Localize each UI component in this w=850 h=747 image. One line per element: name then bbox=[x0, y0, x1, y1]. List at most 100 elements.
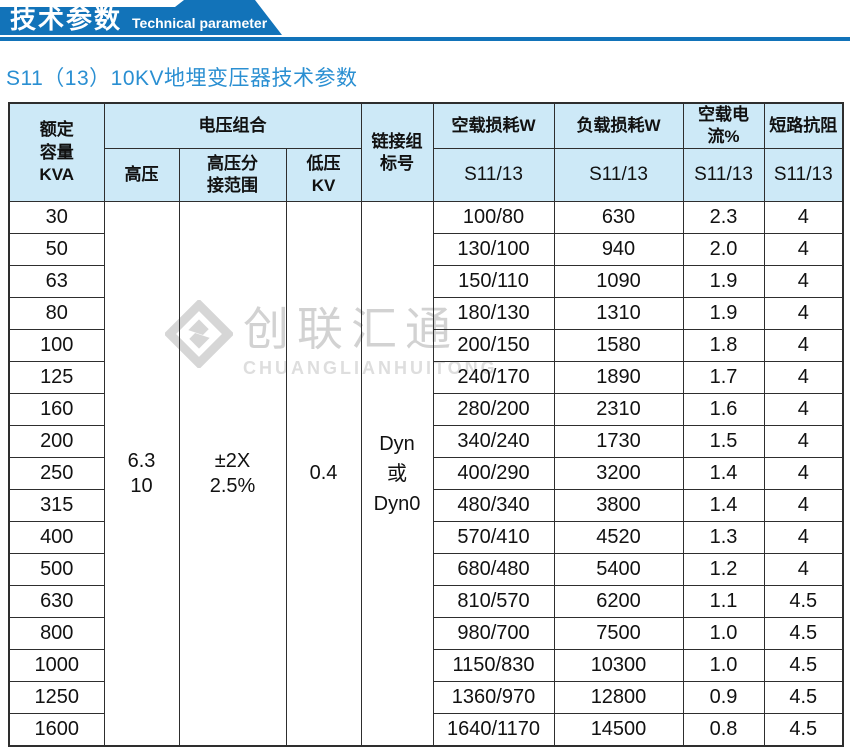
header-hv-tap-range: 高压分 接范围 bbox=[178, 148, 287, 203]
cell-load-loss: 7500 bbox=[553, 617, 684, 651]
cell-noload-loss: 130/100 bbox=[432, 233, 555, 267]
header-model-impedance: S11/13 bbox=[763, 148, 844, 203]
cell-load-loss: 1730 bbox=[553, 425, 684, 459]
cell-load-loss: 3800 bbox=[553, 489, 684, 523]
cell-rated-capacity: 80 bbox=[8, 297, 105, 331]
cell-rated-capacity: 160 bbox=[8, 393, 105, 427]
cell-noload-current: 0.8 bbox=[682, 713, 765, 747]
parameters-table: 额定 容量 KVA 电压组合 链接组 标号 空载损耗W 负载损耗W 空载电流% … bbox=[8, 102, 844, 747]
cell-impedance: 4 bbox=[763, 233, 844, 267]
cell-rated-capacity: 400 bbox=[8, 521, 105, 555]
cell-noload-loss: 480/340 bbox=[432, 489, 555, 523]
cell-impedance: 4 bbox=[763, 329, 844, 363]
cell-rated-capacity: 200 bbox=[8, 425, 105, 459]
cell-noload-loss: 180/130 bbox=[432, 297, 555, 331]
cell-noload-current: 1.5 bbox=[682, 425, 765, 459]
banner-title: 技术参数 bbox=[10, 4, 123, 34]
cell-rated-capacity: 315 bbox=[8, 489, 105, 523]
header-model-noload-loss: S11/13 bbox=[432, 148, 555, 203]
table-header: 额定 容量 KVA 电压组合 链接组 标号 空载损耗W 负载损耗W 空载电流% … bbox=[8, 102, 844, 203]
cell-rated-capacity: 30 bbox=[8, 201, 105, 235]
cell-impedance: 4 bbox=[763, 521, 844, 555]
table-row: 800 980/700 7500 1.0 4.5 bbox=[8, 617, 844, 651]
page-title: S11（13）10KV地埋变压器技术参数 bbox=[6, 67, 358, 90]
header-noload-current: 空载电流% bbox=[682, 102, 765, 150]
cell-hv-tap-range: ±2X 2.5% bbox=[178, 201, 287, 747]
cell-noload-current: 1.0 bbox=[682, 617, 765, 651]
table-row: 63 150/110 1090 1.9 4 bbox=[8, 265, 844, 299]
header-rated-capacity: 额定 容量 KVA bbox=[8, 102, 105, 203]
banner-subtitle: Technical parameter bbox=[132, 15, 268, 31]
cell-noload-current: 1.9 bbox=[682, 297, 765, 331]
header-lv: 低压 KV bbox=[285, 148, 362, 203]
cell-noload-loss: 810/570 bbox=[432, 585, 555, 619]
cell-rated-capacity: 1600 bbox=[8, 713, 105, 747]
cell-impedance: 4 bbox=[763, 489, 844, 523]
cell-rated-capacity: 250 bbox=[8, 457, 105, 491]
cell-load-loss: 14500 bbox=[553, 713, 684, 747]
cell-load-loss: 5400 bbox=[553, 553, 684, 587]
table-row: 160 280/200 2310 1.6 4 bbox=[8, 393, 844, 427]
cell-noload-loss: 200/150 bbox=[432, 329, 555, 363]
cell-noload-current: 1.9 bbox=[682, 265, 765, 299]
cell-noload-current: 1.1 bbox=[682, 585, 765, 619]
cell-noload-current: 0.9 bbox=[682, 681, 765, 715]
cell-noload-current: 1.8 bbox=[682, 329, 765, 363]
cell-load-loss: 12800 bbox=[553, 681, 684, 715]
table-row: 315 480/340 3800 1.4 4 bbox=[8, 489, 844, 523]
cell-noload-current: 1.2 bbox=[682, 553, 765, 587]
table-body: 30 6.3 10 ±2X 2.5% 0.4 Dyn 或 Dyn0 100/80… bbox=[8, 201, 844, 747]
cell-vector-group: Dyn 或 Dyn0 bbox=[360, 201, 434, 747]
table-row: 200 340/240 1730 1.5 4 bbox=[8, 425, 844, 459]
cell-load-loss: 3200 bbox=[553, 457, 684, 491]
header-load-loss: 负载损耗W bbox=[553, 102, 684, 150]
cell-impedance: 4.5 bbox=[763, 585, 844, 619]
cell-noload-loss: 680/480 bbox=[432, 553, 555, 587]
cell-load-loss: 940 bbox=[553, 233, 684, 267]
cell-noload-loss: 570/410 bbox=[432, 521, 555, 555]
cell-noload-loss: 100/80 bbox=[432, 201, 555, 235]
cell-rated-capacity: 50 bbox=[8, 233, 105, 267]
cell-impedance: 4.5 bbox=[763, 681, 844, 715]
table-row: 400 570/410 4520 1.3 4 bbox=[8, 521, 844, 555]
cell-impedance: 4.5 bbox=[763, 617, 844, 651]
cell-load-loss: 1090 bbox=[553, 265, 684, 299]
cell-noload-current: 1.3 bbox=[682, 521, 765, 555]
cell-load-loss: 2310 bbox=[553, 393, 684, 427]
header-vector-group: 链接组 标号 bbox=[360, 102, 434, 203]
cell-load-loss: 4520 bbox=[553, 521, 684, 555]
cell-impedance: 4 bbox=[763, 425, 844, 459]
cell-impedance: 4 bbox=[763, 361, 844, 395]
cell-load-loss: 1310 bbox=[553, 297, 684, 331]
cell-noload-loss: 240/170 bbox=[432, 361, 555, 395]
header-model-noload-current: S11/13 bbox=[682, 148, 765, 203]
cell-hv-voltage: 6.3 10 bbox=[103, 201, 180, 747]
cell-impedance: 4 bbox=[763, 201, 844, 235]
table-row: 80 180/130 1310 1.9 4 bbox=[8, 297, 844, 331]
header-model-load-loss: S11/13 bbox=[553, 148, 684, 203]
cell-rated-capacity: 500 bbox=[8, 553, 105, 587]
cell-noload-current: 2.3 bbox=[682, 201, 765, 235]
cell-rated-capacity: 100 bbox=[8, 329, 105, 363]
header-impedance: 短路抗阻 bbox=[763, 102, 844, 150]
cell-noload-loss: 1150/830 bbox=[432, 649, 555, 683]
cell-rated-capacity: 125 bbox=[8, 361, 105, 395]
cell-noload-loss: 340/240 bbox=[432, 425, 555, 459]
cell-noload-current: 1.6 bbox=[682, 393, 765, 427]
table-row: 30 6.3 10 ±2X 2.5% 0.4 Dyn 或 Dyn0 100/80… bbox=[8, 201, 844, 747]
cell-noload-loss: 1360/970 bbox=[432, 681, 555, 715]
cell-lv-voltage: 0.4 bbox=[285, 201, 362, 747]
cell-rated-capacity: 630 bbox=[8, 585, 105, 619]
cell-load-loss: 10300 bbox=[553, 649, 684, 683]
cell-impedance: 4 bbox=[763, 457, 844, 491]
banner-ribbon: 技术参数 Technical parameter bbox=[0, 0, 282, 35]
header-voltage-combination: 电压组合 bbox=[103, 102, 362, 150]
cell-impedance: 4 bbox=[763, 393, 844, 427]
cell-noload-loss: 1640/1170 bbox=[432, 713, 555, 747]
cell-rated-capacity: 63 bbox=[8, 265, 105, 299]
cell-noload-loss: 280/200 bbox=[432, 393, 555, 427]
table-row: 250 400/290 3200 1.4 4 bbox=[8, 457, 844, 491]
table-row: 630 810/570 6200 1.1 4.5 bbox=[8, 585, 844, 619]
table-section: 创联汇通 CHUANGLIANHUITONG 额定 容量 KVA 电压组合 链接… bbox=[0, 102, 850, 747]
cell-load-loss: 6200 bbox=[553, 585, 684, 619]
